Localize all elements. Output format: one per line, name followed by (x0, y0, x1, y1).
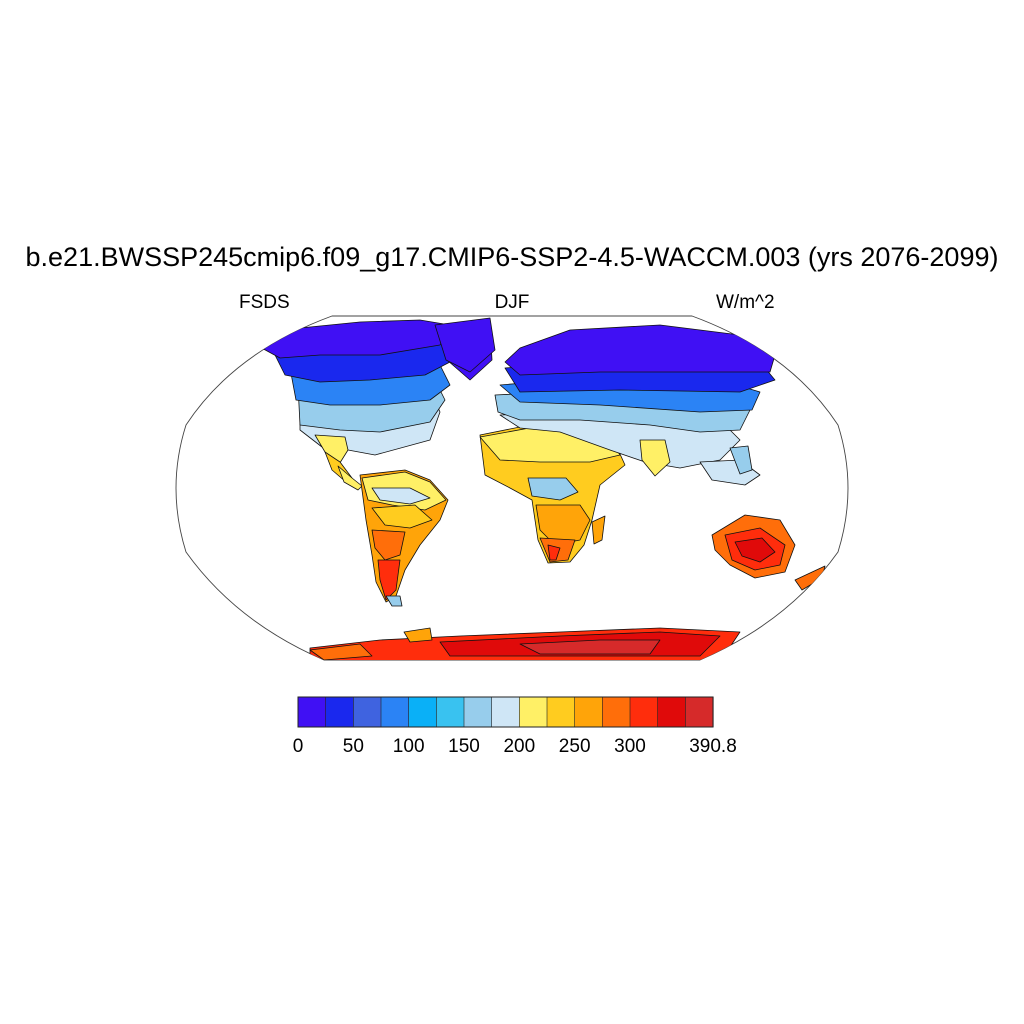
colorbar-swatch (463, 696, 493, 728)
australia (711, 514, 826, 591)
units-label: W/m^2 (716, 292, 775, 313)
colorbar-swatch (491, 696, 520, 728)
colorbar-swatch (685, 696, 714, 728)
colorbar-swatch (353, 696, 382, 728)
colorbar-swatch (436, 696, 465, 728)
colorbar-border (297, 696, 714, 728)
field-name-label: FSDS (239, 292, 290, 313)
colorbar-swatch (297, 696, 327, 728)
south-america (359, 469, 449, 607)
colorbar-swatch (546, 696, 576, 728)
colorbar-tick-label: 150 (448, 736, 480, 757)
plot-title: b.e21.BWSSP245cmip6.f09_g17.CMIP6-SSP2-4… (25, 242, 999, 272)
antarctica (309, 627, 741, 660)
colorbar-swatch (519, 696, 548, 728)
colorbar-swatch (629, 696, 659, 728)
colorbar-tick-label: 390.8 (689, 736, 737, 757)
colorbar-tick-label: 300 (614, 736, 646, 757)
greenland (434, 317, 496, 373)
colorbar-swatch (380, 696, 410, 728)
eurasia (494, 324, 776, 486)
colorbar-swatch (574, 696, 603, 728)
colorbar-tick-label: 0 (292, 736, 304, 757)
colorbar-swatch (657, 696, 686, 728)
colorbar (297, 696, 714, 728)
colorbar-tick-label: 50 (342, 736, 364, 757)
colorbar-tick-label: 250 (558, 736, 591, 757)
colorbar-tick-label: 100 (392, 736, 425, 757)
colorbar-swatch (325, 696, 354, 728)
colorbar-swatch (408, 696, 437, 728)
colorbar-tick-label: 200 (503, 736, 536, 757)
season-label: DJF (494, 292, 530, 313)
colorbar-swatch (602, 696, 631, 728)
